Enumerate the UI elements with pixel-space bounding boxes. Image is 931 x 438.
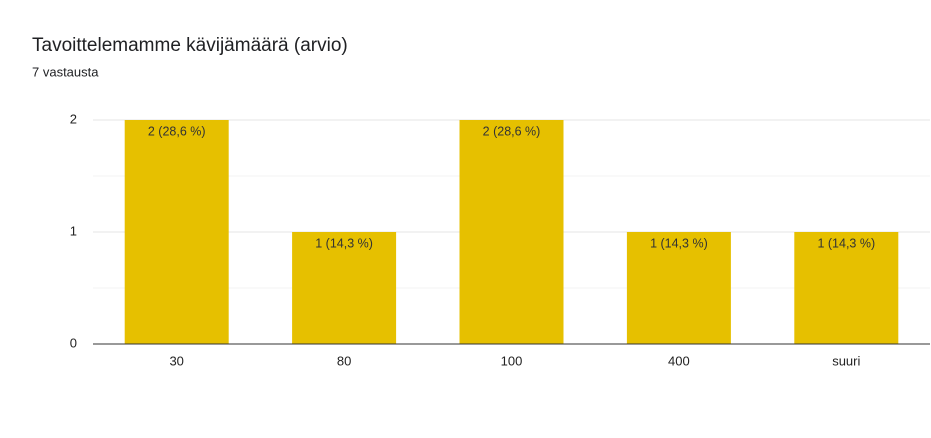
chart-title: Tavoittelemamme kävijämäärä (arvio): [32, 35, 348, 56]
bar: [292, 232, 397, 344]
bar: [794, 232, 899, 344]
x-tick-label: 100: [501, 353, 523, 368]
y-tick-label: 0: [70, 335, 77, 350]
bar: [124, 120, 229, 344]
value-label: 1 (14,3 %): [817, 236, 875, 250]
value-label: 1 (14,3 %): [650, 236, 708, 250]
y-tick-label: 2: [70, 111, 77, 126]
value-label: 2 (28,6 %): [148, 124, 206, 138]
bar: [626, 232, 731, 344]
value-label: 1 (14,3 %): [315, 236, 373, 250]
bar: [459, 120, 564, 344]
x-tick-label: 400: [668, 353, 690, 368]
y-tick-label: 1: [70, 223, 77, 238]
x-tick-label: suuri: [832, 353, 860, 368]
x-tick-label: 80: [337, 353, 351, 368]
x-tick-label: 30: [169, 353, 183, 368]
value-label: 2 (28,6 %): [483, 124, 541, 138]
chart-subtitle: 7 vastausta: [32, 64, 99, 79]
